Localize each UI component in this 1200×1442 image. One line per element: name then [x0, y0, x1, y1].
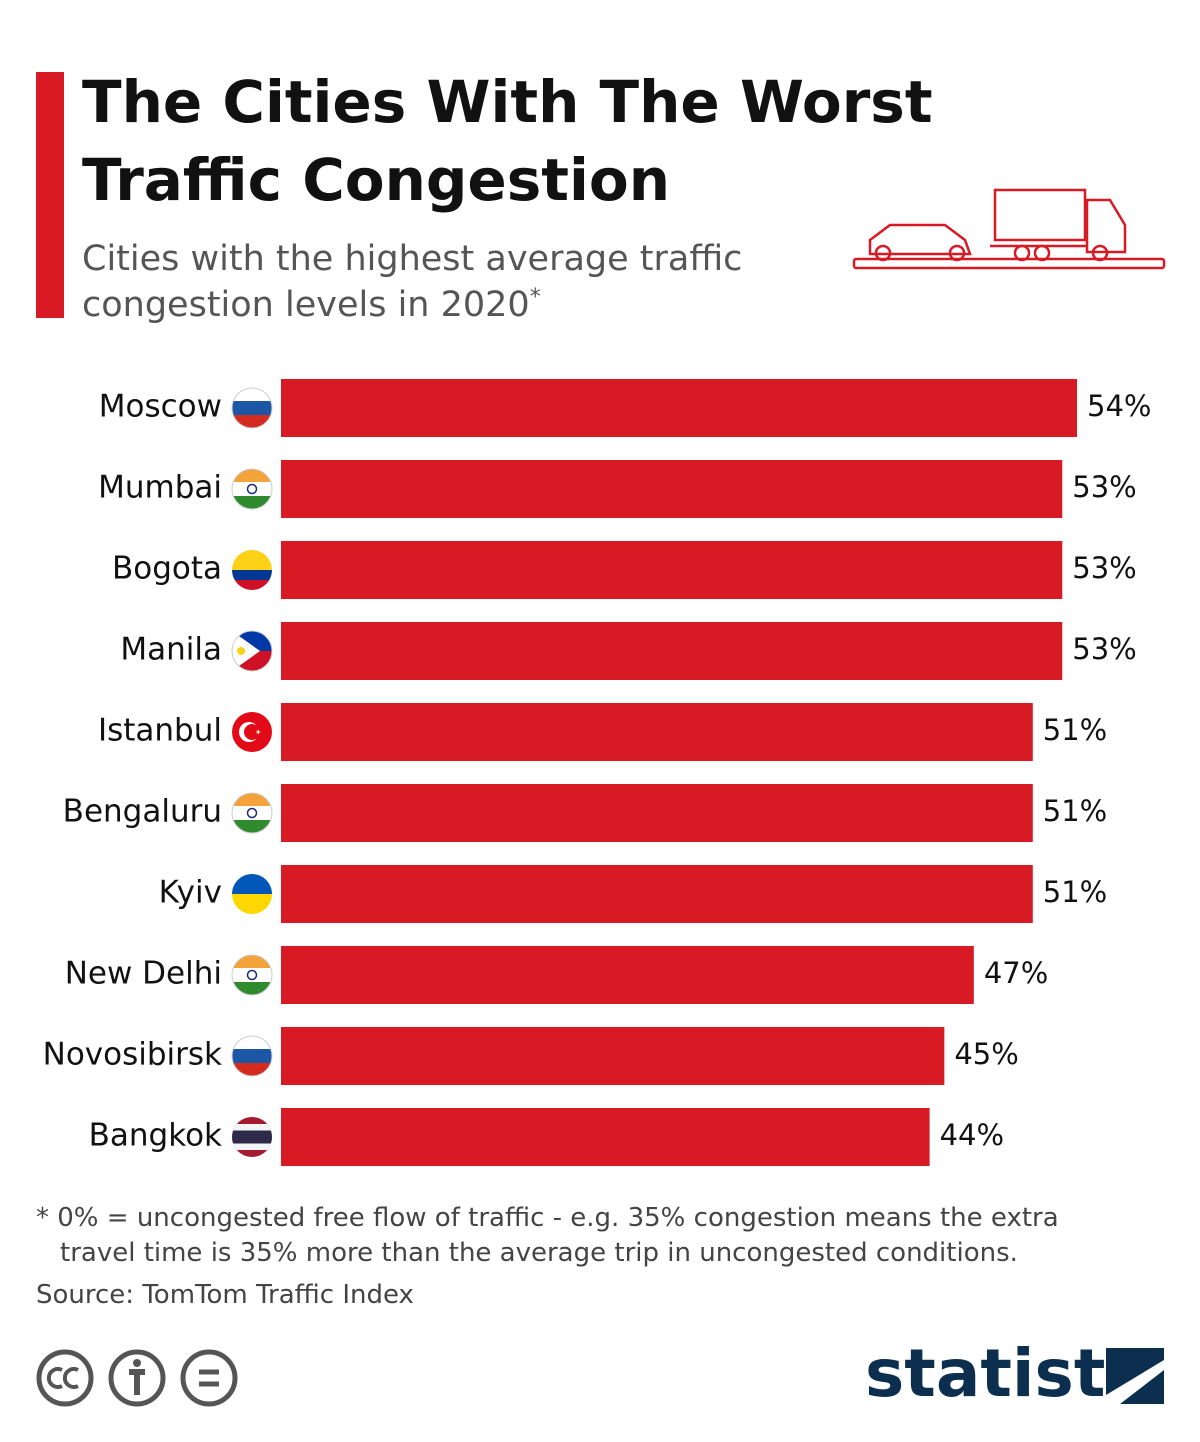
bar [281, 379, 1077, 437]
subtitle-mark: * [530, 285, 541, 310]
bar [281, 865, 1033, 923]
category-label: Istanbul [98, 713, 222, 749]
flags [232, 388, 272, 1157]
brand-mark [1106, 1348, 1164, 1404]
value-label: 53% [1072, 470, 1136, 504]
brand: statista [865, 1335, 1150, 1412]
value-label: 44% [940, 1118, 1004, 1152]
value-label: 51% [1043, 713, 1107, 747]
source: Source: TomTom Traffic Index [36, 1280, 414, 1310]
category-label: Bengaluru [63, 794, 222, 830]
title-line: The Cities With The Worst [82, 68, 933, 136]
footnote: travel time is 35% more than the average… [60, 1238, 1018, 1268]
footnote: * 0% = uncongested free flow of traffic … [36, 1203, 1059, 1233]
bar [281, 784, 1033, 842]
bar [281, 622, 1063, 680]
value-label: 47% [984, 956, 1048, 990]
category-label: Novosibirsk [43, 1037, 222, 1073]
value-label: 53% [1072, 551, 1136, 585]
accent-bar [36, 72, 64, 318]
license-icons [36, 1349, 238, 1407]
bar [281, 541, 1063, 599]
value-label: 45% [954, 1037, 1018, 1071]
category-label: Mumbai [98, 470, 222, 506]
subtitle-text: congestion levels in 2020 [82, 285, 530, 325]
category-label: Bogota [112, 551, 222, 587]
value-label: 53% [1072, 632, 1136, 666]
category-label: Moscow [99, 389, 222, 425]
value-label: 54% [1087, 389, 1151, 423]
bar [281, 946, 974, 1004]
value-label: 51% [1043, 794, 1107, 828]
value-label: 51% [1043, 875, 1107, 909]
bar [281, 1108, 930, 1166]
subtitle-line: congestion levels in 2020* [82, 285, 541, 325]
category-label: Kyiv [159, 875, 222, 911]
category-label: New Delhi [65, 956, 222, 992]
subtitle-line: Cities with the highest average traffic [82, 239, 742, 279]
bar [281, 703, 1033, 761]
category-label: Manila [120, 632, 222, 668]
vehicle-icon [852, 188, 1166, 270]
bar [281, 1027, 945, 1085]
title-line: Traffic Congestion [82, 146, 670, 214]
category-label: Bangkok [89, 1118, 222, 1154]
bar [281, 460, 1063, 518]
bars: Moscow 54% Mumbai 53% Bogota 53% Manila 53% Ista… [43, 379, 1151, 1166]
